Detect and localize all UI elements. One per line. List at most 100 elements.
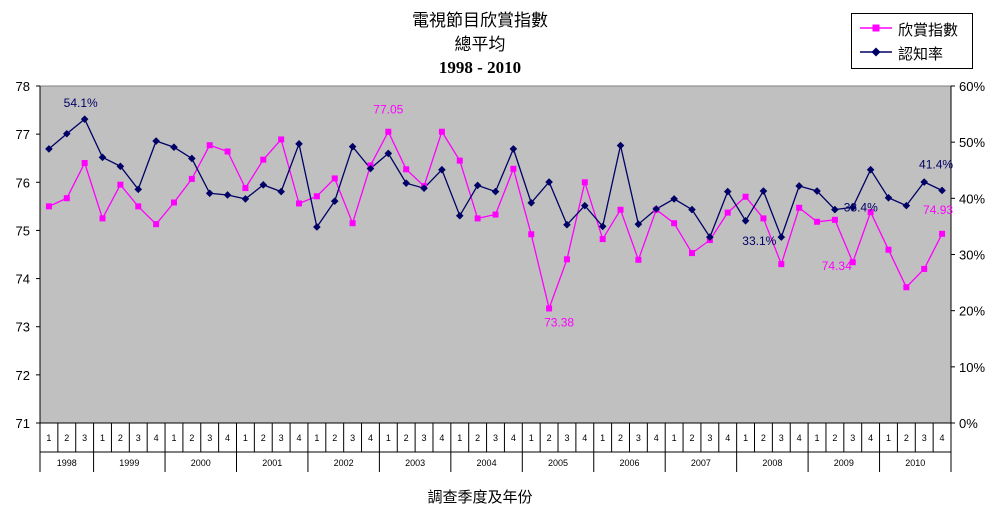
x-quarter-label: 2 bbox=[618, 433, 623, 443]
x-quarter-label: 4 bbox=[511, 433, 516, 443]
x-quarter-label: 4 bbox=[654, 433, 659, 443]
data-point-awareness bbox=[741, 217, 750, 225]
x-year-label: 2005 bbox=[548, 458, 568, 468]
data-point-awareness bbox=[795, 182, 803, 190]
data-point-awareness bbox=[295, 140, 303, 148]
data-point-appreciation bbox=[563, 256, 570, 263]
data-point-awareness bbox=[848, 203, 857, 212]
x-year-label: 2001 bbox=[262, 458, 282, 468]
x-year-label: 2002 bbox=[334, 458, 354, 468]
data-point-appreciation bbox=[814, 218, 821, 225]
x-quarter-label: 3 bbox=[564, 433, 569, 443]
legend-item-awareness: 認知率 bbox=[852, 41, 972, 65]
data-point-awareness bbox=[420, 184, 428, 193]
data-point-awareness bbox=[598, 222, 607, 231]
data-point-appreciation bbox=[278, 136, 285, 143]
data-label: 77.05 bbox=[373, 103, 403, 117]
legend-marker-awareness bbox=[860, 47, 892, 57]
x-quarter-label: 4 bbox=[439, 433, 444, 443]
x-quarter-label: 1 bbox=[672, 433, 677, 443]
legend-item-appreciation: 欣賞指數 bbox=[852, 17, 972, 41]
data-point-appreciation bbox=[921, 265, 928, 272]
data-point-awareness bbox=[670, 195, 678, 203]
x-axis-title: 調查季度及年份 bbox=[427, 488, 533, 506]
data-point-appreciation bbox=[474, 215, 481, 222]
data-label: 74.93 bbox=[923, 203, 953, 217]
data-point-appreciation bbox=[456, 157, 463, 164]
data-label: 54.1% bbox=[64, 96, 98, 110]
x-quarter-label: 4 bbox=[868, 433, 873, 443]
data-point-appreciation bbox=[349, 220, 356, 227]
x-quarter-label: 4 bbox=[725, 433, 730, 443]
data-point-appreciation bbox=[99, 215, 106, 222]
y-left-tick-label: 71 bbox=[16, 416, 30, 431]
data-point-awareness bbox=[62, 129, 71, 138]
x-quarter-label: 4 bbox=[154, 433, 159, 443]
data-point-awareness bbox=[884, 193, 893, 202]
data-point-appreciation bbox=[796, 204, 803, 211]
y-right-tick-label: 0% bbox=[959, 416, 978, 431]
data-point-appreciation bbox=[688, 250, 695, 257]
data-point-awareness bbox=[920, 178, 929, 186]
x-quarter-label: 4 bbox=[225, 433, 230, 443]
data-point-awareness bbox=[706, 233, 714, 241]
legend-label-appreciation: 欣賞指數 bbox=[898, 21, 959, 39]
x-quarter-label: 4 bbox=[940, 433, 945, 443]
x-quarter-label: 3 bbox=[350, 433, 355, 443]
data-point-awareness bbox=[866, 165, 875, 174]
data-point-appreciation bbox=[528, 231, 535, 238]
x-quarter-label: 2 bbox=[261, 433, 266, 443]
x-quarter-label: 1 bbox=[529, 433, 534, 443]
x-year-label: 2004 bbox=[477, 458, 497, 468]
data-point-appreciation bbox=[492, 211, 499, 218]
data-point-awareness bbox=[348, 142, 357, 151]
data-point-awareness bbox=[509, 145, 518, 153]
x-quarter-label: 1 bbox=[243, 433, 248, 443]
legend-marker-appreciation bbox=[860, 24, 892, 32]
data-point-awareness bbox=[813, 187, 821, 195]
data-point-appreciation bbox=[63, 195, 70, 202]
x-quarter-label: 3 bbox=[850, 433, 855, 443]
data-point-awareness bbox=[116, 162, 125, 171]
data-point-awareness bbox=[563, 220, 571, 229]
data-point-awareness bbox=[98, 153, 107, 162]
data-point-awareness bbox=[831, 205, 839, 214]
data-point-appreciation bbox=[867, 209, 874, 216]
x-quarter-label: 4 bbox=[368, 433, 373, 443]
data-point-appreciation bbox=[153, 221, 160, 228]
data-point-appreciation bbox=[438, 128, 445, 135]
chart-legend: 欣賞指數 認知率 bbox=[851, 13, 973, 69]
data-point-awareness bbox=[902, 201, 911, 210]
data-point-appreciation bbox=[724, 209, 731, 216]
x-quarter-label: 3 bbox=[207, 433, 212, 443]
data-point-appreciation bbox=[206, 142, 213, 149]
data-point-awareness bbox=[170, 143, 178, 152]
x-quarter-label: 1 bbox=[100, 433, 105, 443]
x-year-label: 2008 bbox=[762, 458, 782, 468]
data-point-awareness bbox=[581, 201, 589, 210]
data-point-appreciation bbox=[510, 165, 517, 172]
data-point-appreciation bbox=[635, 256, 642, 263]
x-quarter-label: 2 bbox=[189, 433, 194, 443]
data-point-awareness bbox=[527, 199, 536, 207]
chart-title: 電視節目欣賞指數 bbox=[412, 11, 548, 31]
data-point-awareness bbox=[134, 185, 143, 194]
data-point-appreciation bbox=[778, 261, 785, 268]
x-quarter-label: 2 bbox=[547, 433, 552, 443]
data-point-appreciation bbox=[617, 206, 624, 213]
x-quarter-label: 2 bbox=[404, 433, 409, 443]
data-point-appreciation bbox=[45, 203, 52, 210]
data-point-appreciation bbox=[849, 259, 856, 266]
data-point-awareness bbox=[277, 187, 285, 196]
data-point-appreciation bbox=[939, 230, 946, 237]
y-left-tick-label: 77 bbox=[16, 127, 30, 142]
x-quarter-label: 1 bbox=[314, 433, 319, 443]
data-point-awareness bbox=[777, 233, 786, 241]
x-quarter-label: 2 bbox=[332, 433, 337, 443]
data-point-awareness bbox=[223, 191, 232, 199]
data-point-awareness bbox=[455, 211, 464, 220]
y-left-tick-label: 76 bbox=[16, 175, 30, 190]
y-right-tick-label: 50% bbox=[959, 135, 985, 150]
legend-label-awareness: 認知率 bbox=[898, 45, 944, 63]
y-right-tick-label: 40% bbox=[959, 191, 985, 206]
